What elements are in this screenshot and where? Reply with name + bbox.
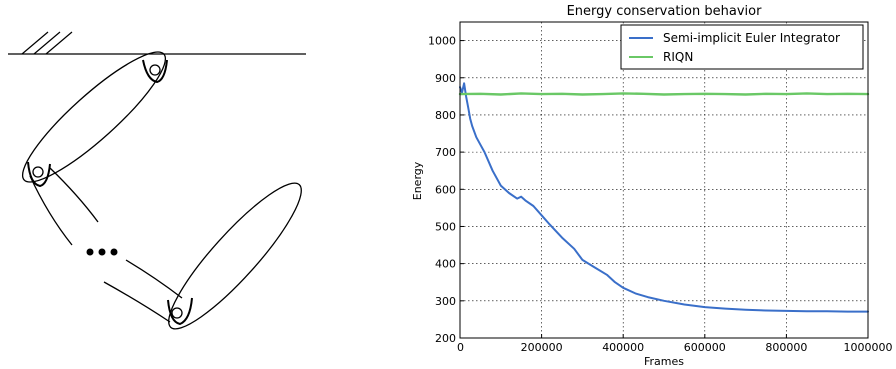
link-lower-left (29, 175, 73, 246)
y-tick-label: 400 (435, 258, 456, 271)
ellipsis-dots (86, 248, 118, 256)
link-ellipse-3 (168, 182, 302, 330)
x-axis-label: Frames (644, 355, 684, 368)
series-line-1 (459, 82, 869, 313)
joint-mid (32, 166, 44, 178)
series-layer (458, 82, 870, 313)
energy-chart: Energy conservation behavior 0 200000 4000… (411, 4, 893, 368)
legend: Semi-implicit Euler Integrator RIQN (620, 24, 864, 70)
y-tick-label: 800 (435, 109, 456, 122)
x-tick-label: 600000 (684, 341, 726, 354)
legend-box (620, 24, 864, 70)
y-tick-label: 1000 (428, 35, 456, 48)
x-tick-label: 800000 (765, 341, 807, 354)
joint-clip-top (142, 59, 168, 84)
joint-top (149, 64, 161, 76)
x-tick-label: 1000000 (844, 341, 893, 354)
link-upper-right (49, 167, 99, 223)
x-tick-label: 200000 (521, 341, 563, 354)
y-tick-label: 300 (435, 295, 456, 308)
y-axis-label: Energy (411, 161, 424, 200)
chart-title: Energy conservation behavior (567, 4, 763, 19)
joint-bottom (171, 307, 183, 319)
ceiling-hatch (21, 31, 73, 55)
y-tick-label: 500 (435, 220, 456, 233)
x-tick-label: 0 (457, 341, 464, 354)
joint-clip-bottom (167, 297, 193, 326)
legend-label: Semi-implicit Euler Integrator (663, 31, 840, 45)
legend-label: RIQN (663, 50, 693, 64)
link-upper-mid (125, 259, 183, 299)
plot-frame (459, 21, 869, 339)
link-ellipse-1 (21, 51, 167, 183)
y-tick-label: 700 (435, 146, 456, 159)
series-line-2 (458, 92, 870, 96)
joint-clip-mid (27, 161, 51, 188)
y-tick-label: 200 (435, 332, 456, 345)
y-tick-label: 600 (435, 183, 456, 196)
y-tick-label: 900 (435, 72, 456, 85)
pendulum-chain-diagram (8, 31, 306, 330)
link-lower-mid (103, 281, 171, 323)
ticks: 0 200000 400000 600000 800000 1000000 200 300 40… (428, 35, 893, 354)
x-tick-label: 400000 (602, 341, 644, 354)
